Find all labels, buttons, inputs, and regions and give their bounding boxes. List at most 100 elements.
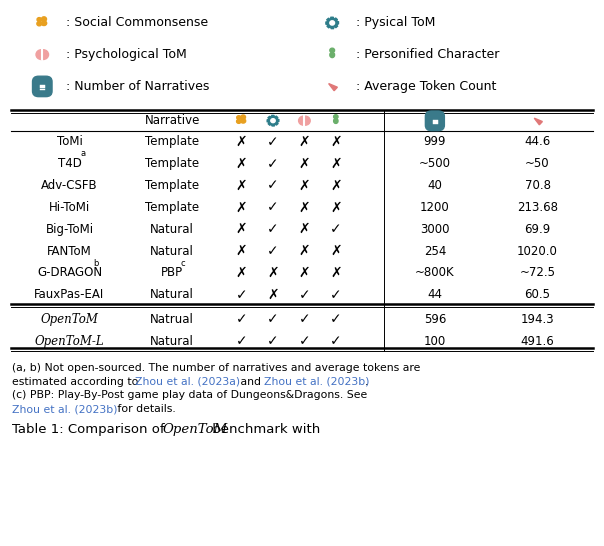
Text: ✗: ✗ bbox=[330, 200, 342, 215]
Text: FauxPas-EAI: FauxPas-EAI bbox=[34, 288, 104, 301]
Text: ~500: ~500 bbox=[419, 157, 451, 170]
Text: ✗: ✗ bbox=[236, 179, 248, 193]
Wedge shape bbox=[36, 50, 42, 60]
Text: : Psychological ToM: : Psychological ToM bbox=[66, 48, 187, 61]
Text: ✓: ✓ bbox=[267, 244, 279, 258]
Text: ✓: ✓ bbox=[298, 312, 310, 327]
Text: 44: 44 bbox=[428, 288, 442, 301]
Text: : Number of Narratives: : Number of Narratives bbox=[66, 80, 210, 93]
Text: ✗: ✗ bbox=[330, 135, 342, 149]
FancyBboxPatch shape bbox=[33, 76, 52, 97]
Text: ✓: ✓ bbox=[236, 288, 248, 302]
Text: FANToM: FANToM bbox=[47, 245, 92, 258]
Text: ✗: ✗ bbox=[236, 135, 248, 149]
Text: .: . bbox=[365, 377, 368, 387]
Text: ✓: ✓ bbox=[267, 222, 279, 236]
Text: ✓: ✓ bbox=[330, 222, 342, 236]
Circle shape bbox=[330, 48, 335, 52]
Text: (a, b) Not open-sourced. The number of narratives and average tokens are: (a, b) Not open-sourced. The number of n… bbox=[12, 363, 420, 373]
Text: ToMi: ToMi bbox=[57, 135, 82, 149]
Wedge shape bbox=[305, 116, 310, 125]
Ellipse shape bbox=[333, 118, 338, 123]
Text: Template: Template bbox=[145, 179, 199, 192]
Text: ✗: ✗ bbox=[236, 200, 248, 215]
Text: for details.: for details. bbox=[114, 404, 176, 414]
Wedge shape bbox=[43, 50, 48, 60]
Text: 60.5: 60.5 bbox=[524, 288, 551, 301]
Polygon shape bbox=[326, 17, 338, 28]
Text: 40: 40 bbox=[428, 179, 442, 192]
Text: ✗: ✗ bbox=[298, 200, 310, 215]
Text: ✓: ✓ bbox=[267, 334, 279, 348]
Text: Template: Template bbox=[145, 135, 199, 149]
Text: ✗: ✗ bbox=[236, 222, 248, 236]
Text: ✓: ✓ bbox=[330, 312, 342, 327]
Text: : Average Token Count: : Average Token Count bbox=[356, 80, 496, 93]
Text: 3000: 3000 bbox=[420, 223, 449, 236]
Text: 1020.0: 1020.0 bbox=[517, 245, 558, 258]
FancyBboxPatch shape bbox=[425, 111, 445, 130]
Circle shape bbox=[237, 116, 241, 120]
Text: ✓: ✓ bbox=[330, 334, 342, 348]
Text: Natural: Natural bbox=[150, 288, 194, 301]
Text: : Pysical ToM: : Pysical ToM bbox=[356, 16, 435, 29]
Text: a: a bbox=[80, 150, 85, 158]
Text: ✗: ✗ bbox=[298, 157, 310, 171]
Text: 194.3: 194.3 bbox=[521, 313, 554, 326]
Text: ✗: ✗ bbox=[236, 157, 248, 171]
Text: G-DRAGON: G-DRAGON bbox=[37, 266, 102, 280]
Circle shape bbox=[330, 21, 335, 25]
Text: ✗: ✗ bbox=[298, 266, 310, 280]
Text: ✗: ✗ bbox=[330, 244, 342, 258]
Text: Zhou et al. (2023b): Zhou et al. (2023b) bbox=[263, 377, 369, 387]
Circle shape bbox=[271, 118, 275, 123]
Text: ✓: ✓ bbox=[267, 135, 279, 149]
Text: ✗: ✗ bbox=[298, 244, 310, 258]
Ellipse shape bbox=[237, 120, 241, 123]
Text: (c) PBP: Play-By-Post game play data of Dungeons&Dragons. See: (c) PBP: Play-By-Post game play data of … bbox=[12, 390, 367, 400]
Text: : Social Commonsense: : Social Commonsense bbox=[66, 16, 208, 29]
Ellipse shape bbox=[240, 119, 246, 123]
Text: 44.6: 44.6 bbox=[524, 135, 551, 149]
Text: 254: 254 bbox=[423, 245, 446, 258]
Text: ✓: ✓ bbox=[267, 157, 279, 171]
Ellipse shape bbox=[330, 52, 335, 57]
Text: ✓: ✓ bbox=[298, 334, 310, 348]
Text: ✓: ✓ bbox=[236, 312, 248, 327]
Text: Natural: Natural bbox=[150, 335, 194, 348]
Text: ~800K: ~800K bbox=[415, 266, 455, 280]
Text: ✓: ✓ bbox=[267, 200, 279, 215]
Polygon shape bbox=[267, 115, 279, 126]
Text: OpenToM-L: OpenToM-L bbox=[34, 335, 104, 348]
Wedge shape bbox=[298, 116, 304, 125]
Text: 70.8: 70.8 bbox=[524, 179, 551, 192]
Text: PBP: PBP bbox=[161, 266, 183, 280]
Text: Template: Template bbox=[145, 157, 199, 170]
Text: 491.6: 491.6 bbox=[521, 335, 554, 348]
Circle shape bbox=[333, 115, 338, 118]
Text: 213.68: 213.68 bbox=[517, 201, 558, 214]
Text: ✗: ✗ bbox=[330, 157, 342, 171]
Text: ✗: ✗ bbox=[330, 266, 342, 280]
Text: 69.9: 69.9 bbox=[524, 223, 551, 236]
Text: : Personified Character: : Personified Character bbox=[356, 48, 500, 61]
Text: ✗: ✗ bbox=[298, 135, 310, 149]
Text: ✓: ✓ bbox=[330, 288, 342, 302]
Text: Hi-ToMi: Hi-ToMi bbox=[49, 201, 90, 214]
Ellipse shape bbox=[41, 21, 47, 26]
Circle shape bbox=[241, 115, 245, 119]
Text: 100: 100 bbox=[424, 335, 446, 348]
Text: ✗: ✗ bbox=[267, 288, 279, 302]
Text: ✗: ✗ bbox=[236, 266, 248, 280]
Text: benchmark with: benchmark with bbox=[208, 423, 320, 436]
Text: 1200: 1200 bbox=[420, 201, 450, 214]
Text: b: b bbox=[93, 259, 98, 268]
Text: ✗: ✗ bbox=[267, 266, 279, 280]
Text: ✗: ✗ bbox=[236, 244, 248, 258]
Text: ~50: ~50 bbox=[525, 157, 550, 170]
Text: 999: 999 bbox=[423, 135, 446, 149]
Text: ✓: ✓ bbox=[267, 179, 279, 193]
Text: ~72.5: ~72.5 bbox=[519, 266, 556, 280]
Text: Big-ToMi: Big-ToMi bbox=[45, 223, 94, 236]
Ellipse shape bbox=[37, 21, 42, 26]
